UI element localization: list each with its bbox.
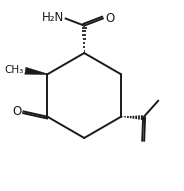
Text: O: O — [12, 105, 21, 118]
Text: O: O — [105, 12, 114, 25]
Polygon shape — [25, 67, 47, 75]
Text: H₂N: H₂N — [42, 11, 64, 24]
Text: CH₃: CH₃ — [4, 65, 23, 75]
